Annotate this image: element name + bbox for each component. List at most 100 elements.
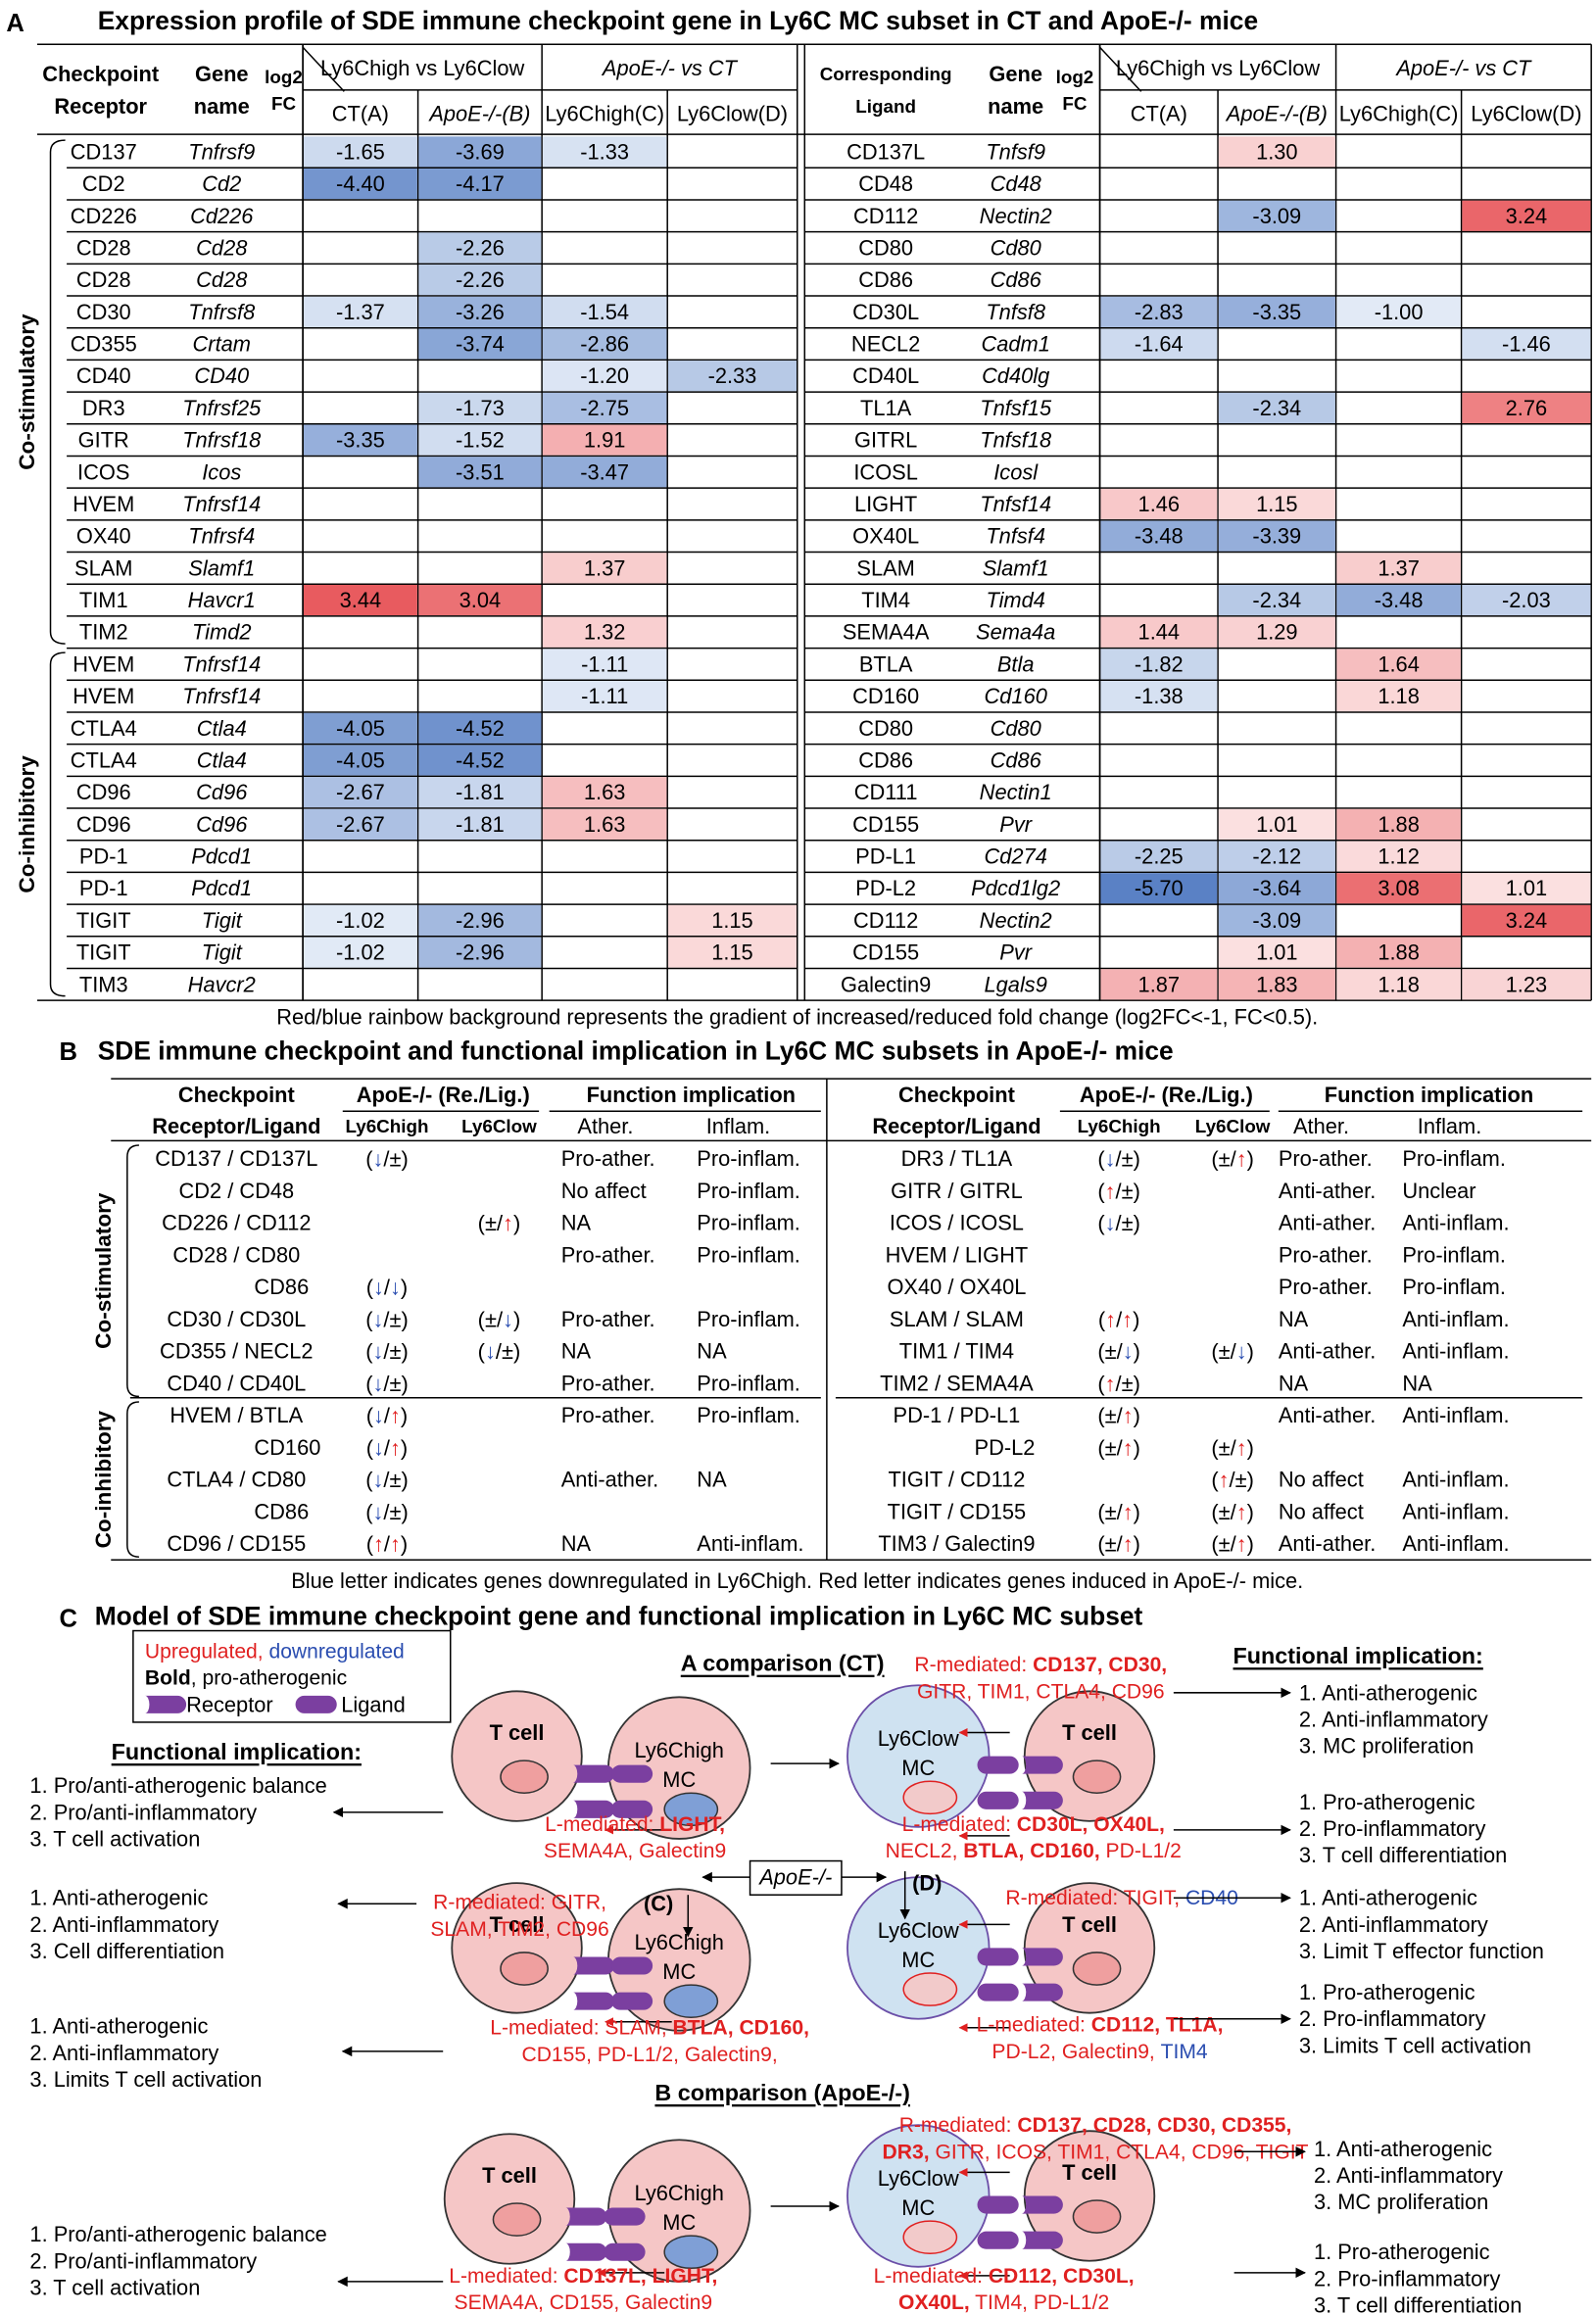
nucleus [663,2235,719,2270]
gene-name: Cd86 [991,748,1042,773]
checkpoint-name: SEMA4A [843,620,930,645]
label: ApoE-/- (Re./Lig.) [1080,1083,1253,1107]
checkpoint-pair: TIM3 / Galectin9 [878,1531,1035,1556]
regulation-char: ( [1097,1179,1105,1203]
fc-value: 1.87 [1138,972,1180,996]
regulation-char: ↑ [1236,1435,1247,1460]
regulation-char: ± [389,1339,401,1364]
nucleus [902,1972,958,2006]
implication: 1. Anti-atherogenic [1299,1680,1477,1705]
regulation: (↑/±) [1097,1179,1140,1203]
gene-name: Icos [202,459,241,484]
nucleus [1072,1952,1122,1986]
ather: Anti-ather. [1279,1179,1377,1203]
regulation: (↓/±) [1097,1211,1140,1235]
ather: NA [561,1531,592,1556]
label: Checkpoint [178,1083,295,1107]
gene-name: Tnfrsf25 [182,396,262,420]
regulation-char: / [1117,1403,1124,1427]
regulation-char: / [383,1339,390,1364]
label: Co-inhibitory [15,755,39,893]
regulation-char: ± [1219,1435,1231,1460]
implication: 2. Anti-inflammatory [1299,1707,1488,1731]
regulation-char: ↑ [1123,1403,1134,1427]
fc-cell [303,169,417,200]
ather: NA [1279,1371,1309,1395]
fc-value: -2.26 [456,267,505,292]
fc-value: 3.08 [1378,876,1419,900]
receptor-shape [572,1992,614,2010]
annotation-part: CD155, PD-L1/2, Galectin9, [521,2043,777,2065]
checkpoint-pair: DR3 / TL1A [901,1146,1013,1171]
annotation-part: Bold [145,1666,191,1689]
regulation-char: ± [389,1146,401,1171]
gene-name: Cd226 [190,204,254,228]
fc-value: -4.40 [336,171,385,196]
label: T cell [1062,2160,1117,2185]
regulation-char: ↓ [1105,1211,1116,1235]
fc-cell [418,808,542,840]
regulation-char: ) [401,1499,408,1523]
checkpoint-name: CD155 [852,940,919,965]
regulation-char: ± [1105,1339,1117,1364]
checkpoint-name: CD80 [858,235,913,260]
regulation-char: ± [1219,1499,1231,1523]
checkpoint-pair: HVEM / LIGHT [886,1242,1029,1267]
fc-cell [303,136,417,168]
annotation-part: PD-L2, Galectin9, [991,2040,1160,2062]
gene-name: Tnfrsf14 [182,651,261,676]
annotation-part: R-mediated: [914,1654,1033,1676]
fc-cell [1336,584,1461,616]
label: T cell [1062,1720,1117,1745]
fc-cell [1336,553,1461,584]
fc-cell [542,616,667,648]
regulation-char: ↑ [1105,1179,1116,1203]
regulation-char: ) [513,1339,520,1364]
gene-name: Slamf1 [188,555,255,580]
annotation: L-mediated: LIGHT, [545,1812,725,1835]
ligand-shape [977,1983,1019,2001]
gene-name: Tnfsf15 [980,396,1052,420]
regulation-char: ↓ [372,1371,383,1395]
fc-cell [1218,296,1335,327]
annotation-part: R-mediated: [899,2114,1018,2137]
gene-name: Cd48 [991,171,1042,196]
fc-cell [418,296,542,327]
regulation-char: ) [401,1275,408,1299]
regulation-char: ↓ [372,1468,383,1492]
regulation: (↓/±) [365,1339,409,1364]
label: MC [662,1959,696,1984]
regulation-char: ) [1134,1531,1140,1556]
regulation-char: / [1116,1179,1123,1203]
regulation-char: ± [1122,1211,1134,1235]
annotation-part: downregulated [264,1640,405,1663]
label: T cell [1062,1912,1117,1937]
ather: NA [561,1339,592,1364]
gene-name: Tnfrsf4 [188,524,255,549]
fc-value: 1.88 [1378,812,1419,837]
receptor-shape [1021,1983,1063,2001]
fc-value: -2.12 [1252,844,1301,869]
ather: Anti-ather. [1279,1531,1377,1556]
checkpoint-name: CD137 [71,139,137,164]
fc-cell [1100,969,1218,1000]
label: MC [901,2195,935,2220]
checkpoint-name: CD28 [76,267,131,292]
fc-value: -1.11 [581,684,628,708]
inflam: Anti-inflam. [1402,1403,1509,1427]
ligand-shape [977,2231,1019,2249]
fc-cell [542,136,667,168]
fc-cell [1218,136,1335,168]
gene-name: CD40 [194,363,249,388]
inflam: Anti-inflam. [1402,1531,1509,1556]
implication: 1. Pro-atherogenic [1314,2240,1490,2264]
fc-cell [418,777,542,808]
fc-cell [542,681,667,712]
label: Inflam. [706,1114,771,1138]
inflam: Anti-inflam. [1402,1499,1509,1523]
ligand-shape [610,1800,653,1818]
checkpoint-pair: CD2 / CD48 [178,1179,294,1203]
regulation-char: ↓ [1236,1339,1247,1364]
fc-value: 2.76 [1506,396,1547,420]
label: A comparison (CT) [681,1651,885,1676]
